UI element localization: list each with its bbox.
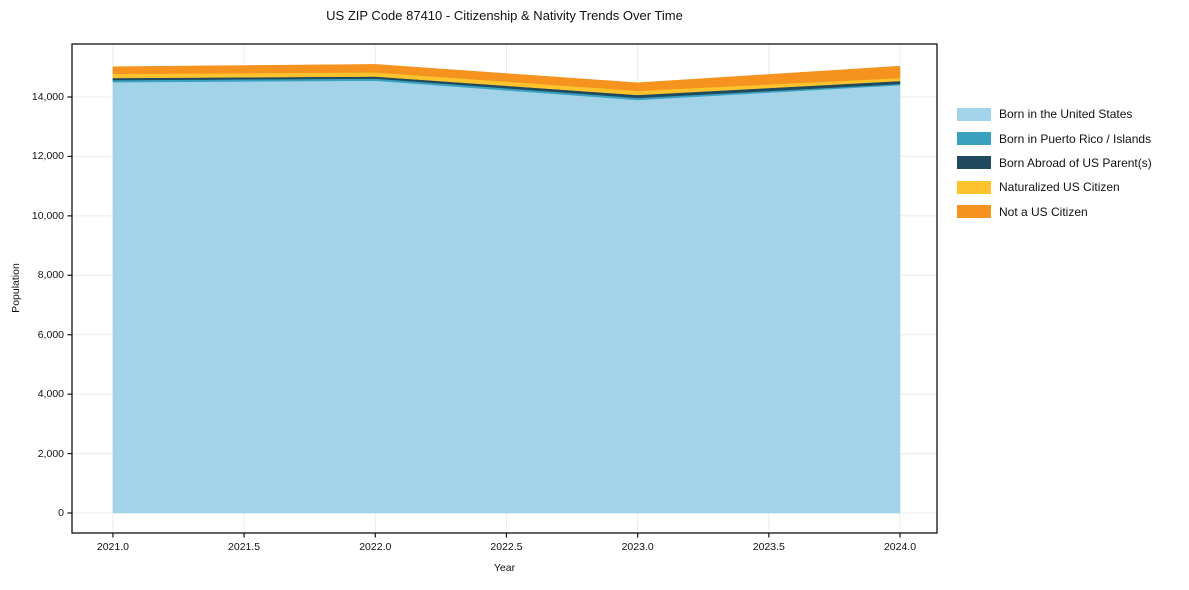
plot-border xyxy=(71,43,938,534)
area-series xyxy=(112,80,901,514)
y-tick-label: 2,000 xyxy=(37,447,64,460)
legend-item: Not a US Citizen xyxy=(957,200,1152,224)
legend-label: Born in Puerto Rico / Islands xyxy=(999,131,1152,146)
legend-swatch xyxy=(957,205,991,219)
legend-item: Born Abroad of US Parent(s) xyxy=(957,151,1152,175)
legend-swatch xyxy=(957,132,991,146)
legend: Born in the United States Born in Puerto … xyxy=(957,102,1152,224)
legend-swatch xyxy=(957,107,991,121)
y-tick-label: 4,000 xyxy=(37,388,64,401)
y-tick-label: 6,000 xyxy=(37,328,64,341)
stacked-areas xyxy=(112,64,901,514)
x-tick-label: 2023.5 xyxy=(752,541,785,553)
y-tick-label: 8,000 xyxy=(37,269,64,282)
y-tick-label: 10,000 xyxy=(31,209,64,222)
legend-item: Born in the United States xyxy=(957,102,1152,126)
y-axis-label: Population xyxy=(10,263,22,313)
x-tick-label: 2021.0 xyxy=(96,541,129,553)
axes-spines-and-ticks xyxy=(67,43,938,538)
legend-label: Naturalized US Citizen xyxy=(999,180,1120,195)
legend-label: Not a US Citizen xyxy=(999,204,1088,219)
x-tick-label: 2021.5 xyxy=(228,541,261,553)
legend-label: Born in the United States xyxy=(999,107,1133,122)
x-axis-label: Year xyxy=(493,562,516,574)
area-series xyxy=(112,64,901,92)
chart-title: US ZIP Code 87410 - Citizenship & Nativi… xyxy=(326,8,683,23)
legend-swatch xyxy=(957,156,991,170)
legend-swatch xyxy=(957,180,991,194)
legend-item: Naturalized US Citizen xyxy=(957,175,1152,199)
x-tick-label: 2024.0 xyxy=(883,541,917,553)
y-tick-label: 14,000 xyxy=(31,91,64,103)
legend-label: Born Abroad of US Parent(s) xyxy=(999,155,1152,170)
x-tick-label: 2022.5 xyxy=(490,541,523,553)
x-tick-label: 2022.0 xyxy=(359,541,392,553)
y-tick-label: 0 xyxy=(58,507,64,519)
x-tick-label: 2023.0 xyxy=(621,541,654,553)
legend-item: Born in Puerto Rico / Islands xyxy=(957,126,1152,150)
y-tick-label: 12,000 xyxy=(31,150,64,163)
